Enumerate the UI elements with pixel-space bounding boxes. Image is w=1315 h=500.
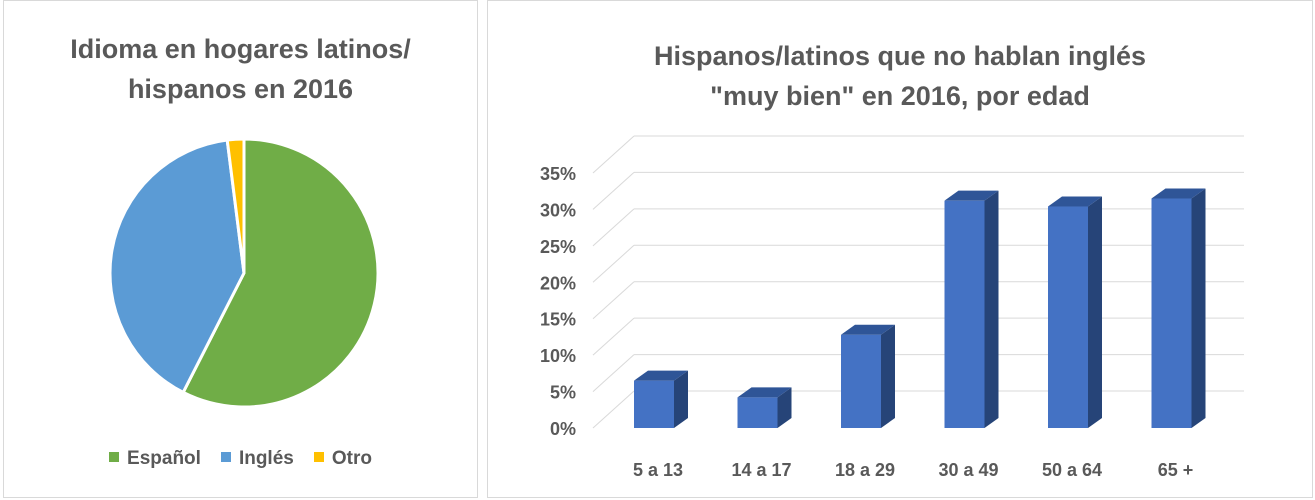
bar-side xyxy=(777,387,792,428)
bar-front xyxy=(944,200,985,428)
grid-diagonal xyxy=(592,354,635,392)
y-tick-label: 35% xyxy=(540,164,576,184)
y-tick-label: 15% xyxy=(540,310,576,330)
pie-chart-panel: Idioma en hogares latinos/ hispanos en 2… xyxy=(3,0,478,498)
bar-chart-title: Hispanos/latinos que no hablan inglés "m… xyxy=(653,41,1147,111)
bar-side xyxy=(1191,188,1206,428)
legend-item-otro: Otro xyxy=(313,448,372,470)
x-tick-label: 18 a 29 xyxy=(835,460,895,480)
y-tick-label: 30% xyxy=(540,200,576,220)
legend-item-espanol: Español xyxy=(109,448,201,470)
y-tick-label: 0% xyxy=(550,419,576,439)
legend-label-otro: Otro xyxy=(331,448,372,469)
bar-side xyxy=(674,370,688,428)
bar-front xyxy=(1048,206,1088,428)
bar-5-a-13 xyxy=(634,370,688,428)
bar-top xyxy=(634,370,688,381)
legend-label-espanol: Español xyxy=(127,448,201,469)
grid-diagonal xyxy=(592,135,635,174)
grid-diagonal xyxy=(592,281,635,320)
y-tick-label: 10% xyxy=(540,346,576,366)
grid-diagonal xyxy=(592,390,635,429)
x-tick-label: 65 + xyxy=(1158,460,1194,480)
grid-diagonal xyxy=(592,208,635,247)
bar-50-a-64 xyxy=(1048,196,1102,428)
pie-slice-otro xyxy=(225,137,246,274)
x-tick-label: 14 a 17 xyxy=(731,460,791,480)
x-tick-label: 5 a 13 xyxy=(633,460,683,480)
grid-diagonal xyxy=(592,244,635,283)
y-tick-label: 20% xyxy=(540,273,576,293)
x-tick-label: 50 a 64 xyxy=(1042,460,1102,480)
grid-diagonal xyxy=(592,172,635,210)
legend-swatch-espanol xyxy=(109,452,120,462)
bar-front xyxy=(634,380,674,428)
bar-side xyxy=(881,324,895,428)
bar-front xyxy=(737,397,778,428)
bar-top xyxy=(737,387,792,398)
bar-front xyxy=(841,334,881,428)
grid-diagonal xyxy=(592,317,635,356)
pie-slice-espanol xyxy=(181,137,380,409)
bar-top xyxy=(1048,196,1102,207)
legend-swatch-ingles xyxy=(220,452,231,462)
x-tick-label: 30 a 49 xyxy=(938,460,998,480)
bar-side xyxy=(984,190,999,428)
y-tick-label: 5% xyxy=(550,383,576,403)
bar-chart-svg: 0% 5% 10% 15% 20% 25% 30% 35% 5 a 13 14 a 17 18 a … xyxy=(540,135,1244,480)
y-tick-label: 25% xyxy=(540,237,576,257)
pie-legend: Español Inglés Otro xyxy=(4,448,477,470)
legend-label-ingles: Inglés xyxy=(238,448,294,469)
bar-18-a-29 xyxy=(841,324,895,428)
bar-side xyxy=(1088,196,1102,428)
legend-swatch-otro xyxy=(313,452,324,462)
bar-top xyxy=(1151,188,1206,199)
bar-chart-panel: Hispanos/latinos que no hablan inglés "m… xyxy=(487,0,1313,498)
legend-item-ingles: Inglés xyxy=(220,448,294,470)
pie-chart-svg xyxy=(108,137,380,409)
bar-14-a-17 xyxy=(737,387,792,428)
pie-slice-ingles xyxy=(108,138,246,395)
pie-chart-title: Idioma en hogares latinos/ hispanos en 2… xyxy=(70,34,411,104)
bar-front xyxy=(1151,198,1192,428)
bar-30-a-49 xyxy=(944,190,999,428)
bar-top xyxy=(841,324,895,335)
bar-65-plus xyxy=(1151,188,1206,428)
bar-top xyxy=(944,190,999,201)
